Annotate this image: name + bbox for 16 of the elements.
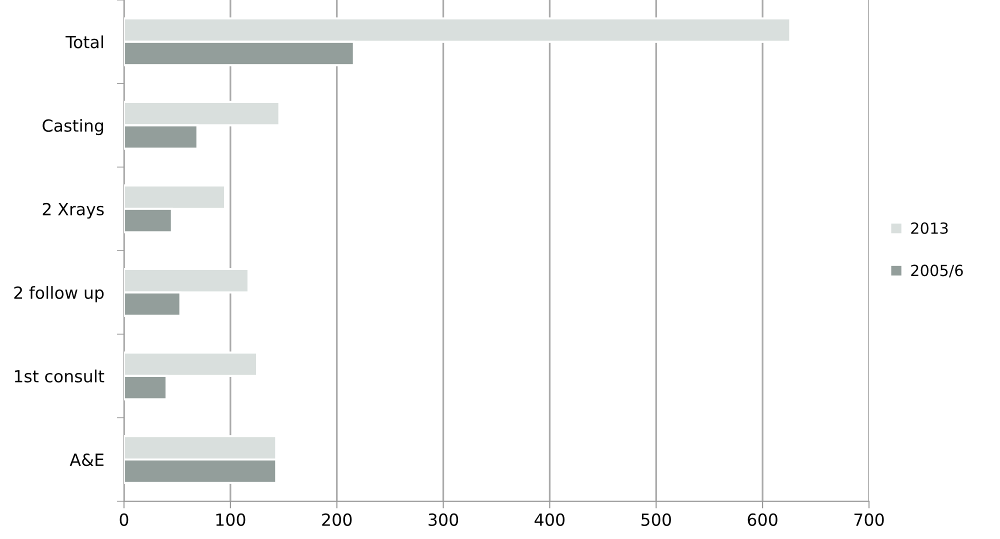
y-tick-label: Casting (42, 118, 104, 136)
x-tick-label: 500 (642, 513, 671, 526)
x-tick-label: 400 (534, 513, 565, 526)
y-tick-label: 1st consult (14, 370, 104, 383)
x-tick-label: 200 (322, 513, 352, 526)
y-tick-label: Total (66, 35, 103, 48)
x-tick-label: 0 (120, 513, 128, 526)
y-tick-label: 2 Xrays (42, 202, 104, 219)
x-tick-label: 700 (854, 513, 884, 526)
x-tick-label: 100 (216, 513, 246, 526)
x-tick-label: 300 (428, 513, 458, 526)
y-tick-label: 2 follow up (14, 286, 104, 302)
legend-label: 2013 (911, 222, 948, 234)
y-tick-label: A&E (70, 453, 104, 466)
x-tick-label: 600 (748, 513, 778, 526)
legend-label: 2005/6 (911, 264, 963, 278)
